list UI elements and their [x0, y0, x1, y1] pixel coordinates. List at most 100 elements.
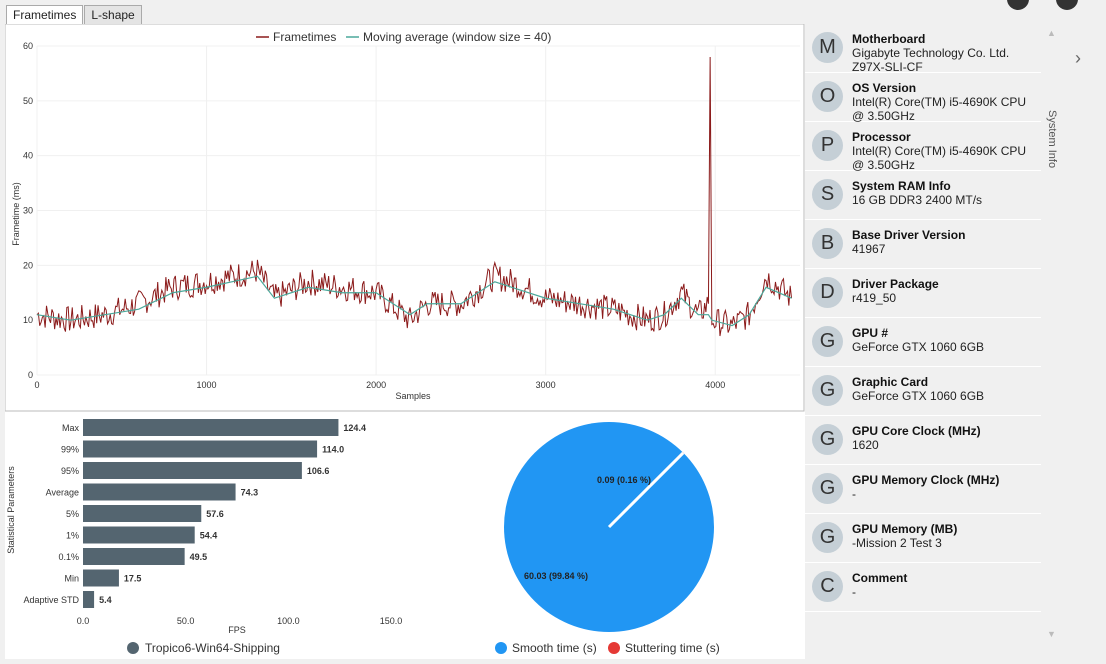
- system-info-value: 16 GB DDR3 2400 MT/s: [852, 193, 982, 207]
- system-info-value-line: Gigabyte Technology Co. Ltd.: [852, 46, 1010, 60]
- system-info-list: M Motherboard Gigabyte Technology Co. Ltd.…: [805, 24, 1041, 659]
- stat-bar: [83, 569, 119, 587]
- stat-bar: [83, 591, 95, 608]
- frametime-ylabel: Frametime (ms): [11, 182, 21, 246]
- system-info-item[interactable]: C Comment -: [805, 563, 1041, 612]
- frametime-xtick: 3000: [536, 380, 556, 390]
- scroll-down-icon[interactable]: ▼: [1047, 629, 1056, 639]
- stat-bar-category: Adaptive STD: [23, 595, 79, 605]
- system-info-avatar: G: [812, 473, 843, 504]
- system-info-item[interactable]: D Driver Package r419_50: [805, 269, 1041, 318]
- stat-bar: [83, 526, 195, 544]
- system-info-toggle-strip[interactable]: [1064, 24, 1106, 659]
- frametime-xtick: 1000: [197, 380, 217, 390]
- system-info-value: 1620: [852, 438, 879, 452]
- frametime-grid: [36, 45, 800, 376]
- stat-bar-category: Min: [64, 574, 79, 584]
- system-info-title: GPU Memory Clock (MHz): [852, 473, 1000, 487]
- bar-legend-label: Tropico6-Win64-Shipping: [145, 641, 280, 655]
- system-info-avatar: C: [812, 571, 843, 602]
- system-info-item[interactable]: G GPU Memory Clock (MHz) -: [805, 465, 1041, 514]
- stat-bar-category: 1%: [66, 531, 79, 541]
- stat-bar: [83, 548, 185, 565]
- stat-bar-category: 0.1%: [58, 552, 79, 562]
- system-info-value-line: @ 3.50GHz: [852, 158, 915, 172]
- stat-bar-value: 106.6: [307, 466, 330, 476]
- system-info-item[interactable]: P Processor Intel(R) Core(TM) i5-4690K CPU…: [805, 122, 1041, 172]
- stat-bar: [83, 440, 318, 458]
- frametimes-series-line: [36, 56, 793, 337]
- system-info-item[interactable]: B Base Driver Version 41967: [805, 220, 1041, 269]
- system-info-avatar: O: [812, 81, 843, 112]
- system-info-value-line: GeForce GTX 1060 6GB: [852, 389, 985, 403]
- system-info-value: -Mission 2 Test 3: [852, 536, 942, 550]
- system-info-value: -: [852, 487, 856, 501]
- system-info-value: GeForce GTX 1060 6GB: [852, 389, 984, 403]
- system-info-title: Comment: [852, 571, 908, 585]
- stat-bar-chart: Max 124.4 99% 114.0 95% 106.6 Average 74.3 5% 57.…: [23, 419, 402, 626]
- bar-xtick: 0.0: [77, 616, 90, 626]
- window-control-icon[interactable]: [1007, 0, 1029, 10]
- stat-bar-value: 17.5: [124, 574, 142, 584]
- stat-bar-value: 74.3: [241, 488, 259, 498]
- system-info-value-line: -: [852, 585, 856, 599]
- system-info-item[interactable]: G GPU Core Clock (MHz) 1620: [805, 416, 1041, 465]
- system-info-item[interactable]: G GPU # GeForce GTX 1060 6GB: [805, 318, 1041, 367]
- system-info-scrollbar[interactable]: ▲ ▼: [1041, 24, 1064, 659]
- system-info-value-line: r419_50: [852, 291, 897, 305]
- system-info-value: r419_50: [852, 291, 896, 305]
- bar-xtick: 150.0: [380, 616, 403, 626]
- pie-chart: [504, 422, 714, 632]
- pie-legend-stutter: Stuttering time (s): [625, 641, 720, 655]
- pie-legend-stutter-swatch: [608, 642, 620, 654]
- system-info-value-line: 1620: [852, 438, 879, 452]
- frametime-xtick: 2000: [366, 380, 386, 390]
- system-info-item[interactable]: S System RAM Info 16 GB DDR3 2400 MT/s: [805, 171, 1041, 220]
- pie-legend-smooth: Smooth time (s): [512, 641, 597, 655]
- stat-bar: [83, 419, 339, 436]
- stat-bar-category: 5%: [66, 509, 79, 519]
- system-info-avatar: P: [812, 130, 843, 161]
- frametime-ytick: 30: [23, 206, 33, 216]
- stat-bar-value: 124.4: [343, 423, 366, 433]
- system-info-item[interactable]: O OS Version Intel(R) Core(TM) i5-4690K CP…: [805, 73, 1041, 123]
- tab-frametimes[interactable]: Frametimes: [6, 5, 84, 24]
- scroll-up-icon[interactable]: ▲: [1047, 28, 1056, 38]
- frametime-ytick: 50: [23, 96, 33, 106]
- frametime-chart-frame: [4, 23, 805, 412]
- system-info-value-line: GeForce GTX 1060 6GB: [852, 340, 985, 354]
- system-info-item[interactable]: G GPU Memory (MB) -Mission 2 Test 3: [805, 514, 1041, 563]
- system-info-avatar: S: [812, 179, 843, 210]
- system-info-avatar: B: [812, 228, 843, 259]
- system-info-item[interactable]: M Motherboard Gigabyte Technology Co. Ltd.…: [805, 24, 1041, 74]
- system-info-value-line: 41967: [852, 242, 886, 256]
- pie-legend-smooth-swatch: [495, 642, 507, 654]
- bar-xlabel: FPS: [228, 625, 246, 635]
- system-info-value: Gigabyte Technology Co. Ltd. Z97X-SLI-CF: [852, 46, 1009, 74]
- system-info-avatar: M: [812, 32, 843, 63]
- system-info-title: GPU Core Clock (MHz): [852, 424, 981, 438]
- window-control-icon[interactable]: [1056, 0, 1078, 10]
- bar-xtick: 50.0: [177, 616, 195, 626]
- stat-bar: [83, 505, 202, 522]
- system-info-avatar: D: [812, 277, 843, 308]
- system-info-value-line: Intel(R) Core(TM) i5-4690K CPU: [852, 95, 1027, 109]
- system-info-value: 41967: [852, 242, 885, 256]
- frametime-ytick: 60: [23, 41, 33, 51]
- frametime-ticks: 0 10 20 30 40 50 60 0 1000 2000 3000 4000: [23, 41, 725, 390]
- system-info-item[interactable]: G Graphic Card GeForce GTX 1060 6GB: [805, 367, 1041, 416]
- chevron-right-icon[interactable]: ›: [1075, 48, 1081, 68]
- tab-l-shape[interactable]: L-shape: [84, 5, 142, 24]
- frametime-ytick: 40: [23, 151, 33, 161]
- system-info-title: OS Version: [852, 81, 917, 95]
- tab-bar: Frametimes L-shape: [6, 5, 143, 24]
- system-info-value-line: Z97X-SLI-CF: [852, 60, 923, 74]
- stat-bar: [83, 462, 302, 479]
- frametime-xtick: 0: [34, 380, 39, 390]
- bar-legend-swatch: [127, 642, 139, 654]
- frametime-xlabel: Samples: [395, 391, 431, 401]
- system-info-value-line: -Mission 2 Test 3: [852, 536, 942, 550]
- system-info-title: Driver Package: [852, 277, 939, 291]
- main-panel: 0 10 20 30 40 50 60 0 1000 2000 3000 4000 Frametime…: [4, 23, 805, 659]
- system-info-value-line: @ 3.50GHz: [852, 109, 915, 123]
